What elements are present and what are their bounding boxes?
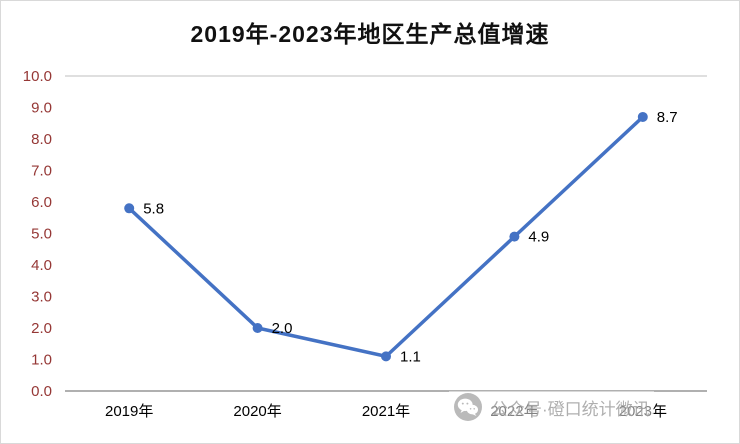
y-tick-label: 9.0 (31, 100, 52, 117)
data-point-marker (252, 323, 263, 333)
data-label: 4.9 (528, 229, 549, 246)
data-point-marker (637, 111, 648, 122)
wechat-icon (454, 393, 482, 421)
x-axis-label: 2019年 (105, 403, 153, 420)
x-axis-label: 2020年 (233, 403, 281, 420)
y-tick-label: 8.0 (31, 131, 52, 148)
y-tick-label: 4.0 (31, 257, 52, 274)
data-label: 1.1 (400, 348, 421, 365)
watermark-text: 公众号·磴口统计微讯 (491, 399, 650, 419)
chart-title: 2019年-2023年地区生产总值增速 (190, 21, 550, 47)
y-tick-label: 0.0 (31, 383, 52, 400)
data-point-marker (381, 351, 391, 362)
x-axis-label: 2021年 (362, 403, 410, 420)
y-tick-label: 5.0 (31, 226, 52, 243)
y-tick-label: 1.0 (31, 352, 52, 369)
y-tick-label: 2.0 (31, 320, 52, 337)
watermark: 公众号·磴口统计微讯 (449, 391, 654, 423)
y-tick-label: 6.0 (31, 194, 52, 211)
line-series (127, 115, 645, 359)
data-point-marker (124, 203, 135, 214)
y-tick-label: 10.0 (23, 68, 52, 85)
data-label: 5.8 (143, 200, 164, 217)
data-point-marker (509, 231, 520, 242)
data-label: 8.7 (657, 109, 678, 126)
y-tick-label: 7.0 (31, 163, 52, 180)
y-tick-label: 3.0 (31, 289, 52, 306)
data-label: 2.0 (272, 320, 293, 337)
